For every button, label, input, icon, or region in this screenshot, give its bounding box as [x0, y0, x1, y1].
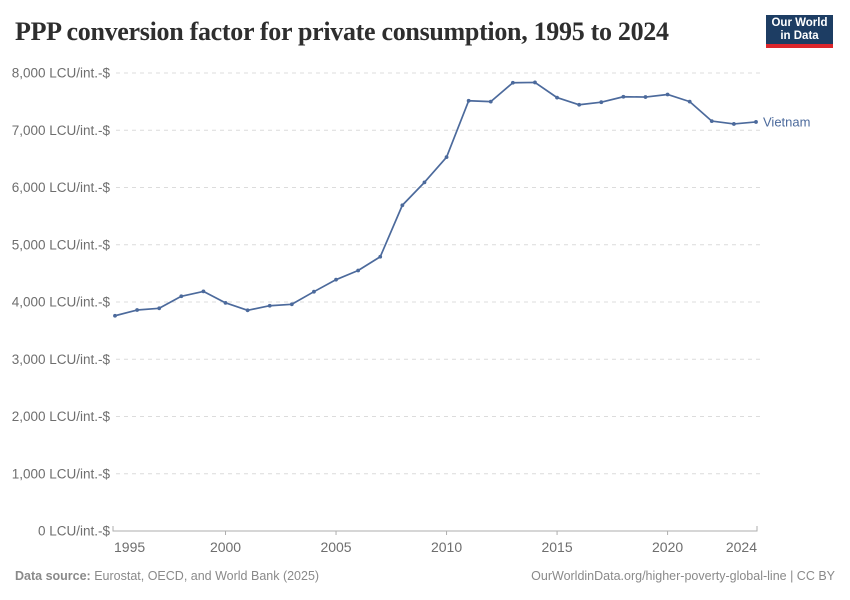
y-axis-tick-label: 7,000 LCU/int.-$	[12, 123, 111, 138]
y-axis-tick-label: 3,000 LCU/int.-$	[12, 352, 111, 367]
data-point	[334, 277, 338, 282]
data-point	[687, 99, 692, 104]
trend-line	[114, 81, 757, 317]
chart-footer: Data source: Eurostat, OECD, and World B…	[15, 569, 835, 583]
x-axis-tick-label: 2005	[320, 539, 351, 555]
page-title: PPP conversion factor for private consum…	[15, 17, 669, 46]
data-point	[267, 303, 272, 308]
y-axis-tick-label: 2,000 LCU/int.-$	[12, 409, 111, 424]
x-axis-tick-label: 2000	[210, 539, 241, 555]
y-axis-tick-label: 6,000 LCU/int.-$	[12, 180, 111, 195]
data-point	[533, 80, 537, 85]
y-axis-tick-label: 0 LCU/int.-$	[38, 524, 111, 539]
line-chart: 0 LCU/int.-$ 1,000 LCU/int.-$ 2,000 LCU/in…	[12, 66, 811, 556]
data-point	[400, 203, 405, 208]
x-axis-tick-label: 2015	[541, 539, 572, 555]
data-point	[422, 180, 427, 185]
data-point	[665, 92, 670, 97]
y-axis-tick-label: 8,000 LCU/int.-$	[12, 66, 111, 81]
data-point	[179, 294, 184, 299]
owid-logo-line1: Our World	[771, 16, 828, 29]
data-point	[466, 98, 471, 103]
data-point	[731, 122, 736, 126]
data-point	[113, 313, 117, 318]
x-axis-line	[112, 526, 758, 532]
series-label: Vietnam	[763, 114, 810, 129]
data-point	[510, 80, 515, 85]
data-point	[201, 289, 206, 294]
footer-url[interactable]: OurWorldinData.org/higher-poverty-global…	[531, 569, 835, 583]
x-axis-tick-label: 2010	[431, 539, 462, 555]
data-source-text: Eurostat, OECD, and World Bank (2025)	[90, 569, 320, 583]
data-point	[555, 95, 559, 100]
y-axis-tick-label: 5,000 LCU/int.-$	[12, 237, 111, 252]
data-point	[754, 120, 758, 124]
data-point	[488, 99, 493, 104]
data-point	[378, 254, 383, 259]
data-point	[223, 300, 228, 305]
data-point	[245, 308, 250, 313]
data-point	[356, 268, 361, 273]
data-point	[289, 302, 294, 307]
data-point	[643, 95, 648, 99]
data-point	[157, 306, 162, 311]
data-source-label: Data source:	[15, 569, 91, 583]
x-axis-tick-label: 2020	[652, 539, 683, 555]
data-point	[444, 155, 449, 160]
data-source: Data source: Eurostat, OECD, and World B…	[15, 569, 319, 583]
y-axis-tick-label: 1,000 LCU/int.-$	[12, 466, 111, 481]
data-point	[621, 94, 626, 99]
x-axis-tick-label: 2024	[726, 539, 757, 555]
data-point	[135, 308, 140, 312]
data-point	[709, 119, 714, 123]
data-point	[599, 100, 604, 105]
x-axis-tick-label: 1995	[114, 539, 145, 555]
owid-logo-line2: in Data	[780, 29, 819, 42]
y-axis-tick-label: 4,000 LCU/int.-$	[12, 295, 111, 310]
owid-logo[interactable]: Our World in Data	[766, 15, 833, 48]
data-point	[312, 289, 316, 294]
data-point	[577, 102, 582, 107]
